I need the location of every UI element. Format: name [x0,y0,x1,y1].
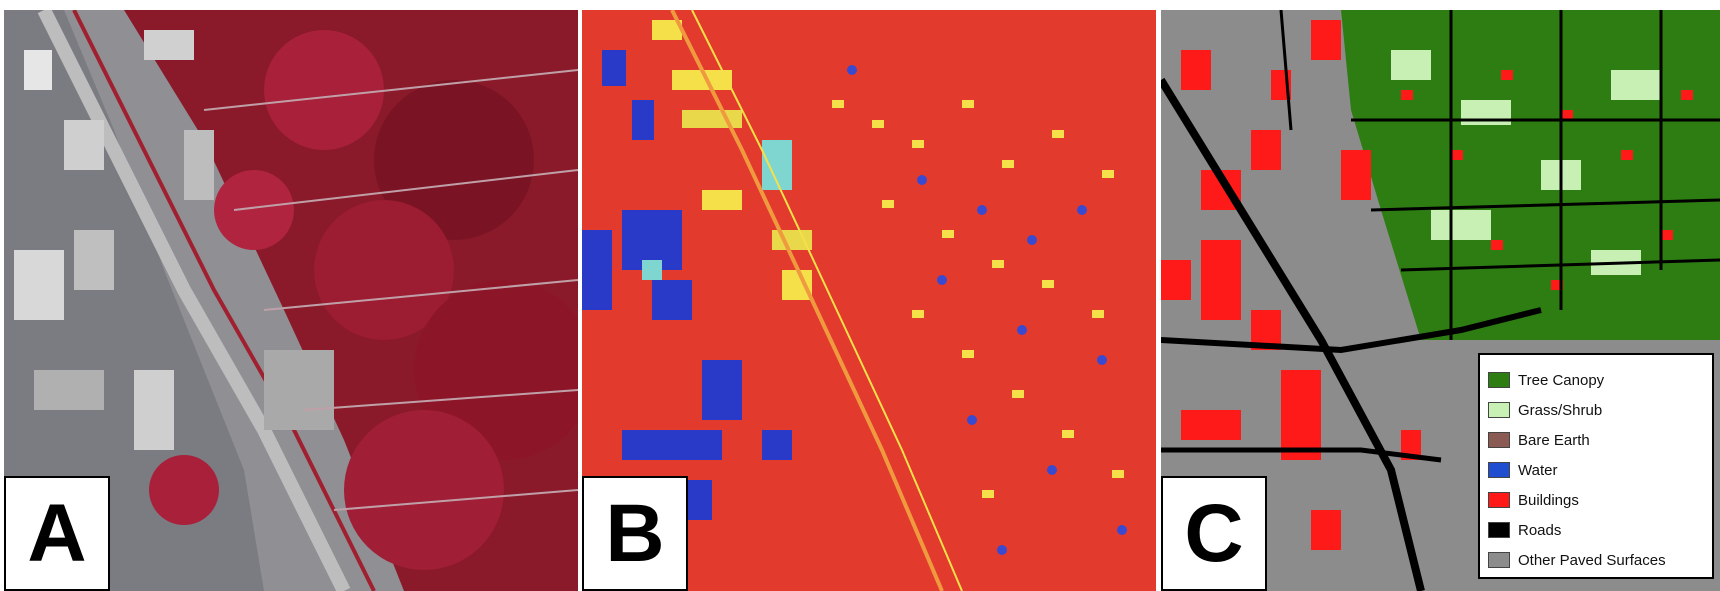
legend-swatch-other-paved-surfaces [1488,552,1510,568]
legend-label-other-paved-surfaces: Other Paved Surfaces [1518,551,1666,569]
legend-item-bare-earth: Bare Earth [1488,425,1704,455]
legend-item-roads: Roads [1488,515,1704,545]
legend-swatch-water [1488,462,1510,478]
legend-label-roads: Roads [1518,521,1562,539]
panel-c-land-cover-map: C Tree Canopy Grass/Shrub Bare Earth Wat… [1161,10,1720,591]
infrared-aerial-image [4,10,578,591]
legend-item-buildings: Buildings [1488,485,1704,515]
legend-label-buildings: Buildings [1518,491,1579,509]
legend-label-bare-earth: Bare Earth [1518,431,1590,449]
legend-swatch-roads [1488,522,1510,538]
panel-c-label: C [1161,476,1267,591]
legend-swatch-buildings [1488,492,1510,508]
panel-b-elevation-image: B [582,10,1156,591]
panel-a-letter: A [27,487,87,579]
legend-item-tree-canopy: Tree Canopy [1488,365,1704,395]
panel-c-letter: C [1184,487,1244,579]
panel-a-infrared-image: A [4,10,578,591]
legend-swatch-bare-earth [1488,432,1510,448]
legend-swatch-grass-shrub [1488,402,1510,418]
legend-item-water: Water [1488,455,1704,485]
land-cover-legend: Tree Canopy Grass/Shrub Bare Earth Water… [1478,353,1714,579]
legend-item-grass-shrub: Grass/Shrub [1488,395,1704,425]
legend-label-tree-canopy: Tree Canopy [1518,371,1605,389]
legend-swatch-tree-canopy [1488,372,1510,388]
legend-item-other-paved-surfaces: Other Paved Surfaces [1488,545,1704,575]
panel-a-label: A [4,476,110,591]
panel-b-letter: B [605,487,665,579]
panel-b-label: B [582,476,688,591]
legend-label-water: Water [1518,461,1558,479]
legend-label-grass-shrub: Grass/Shrub [1518,401,1603,419]
